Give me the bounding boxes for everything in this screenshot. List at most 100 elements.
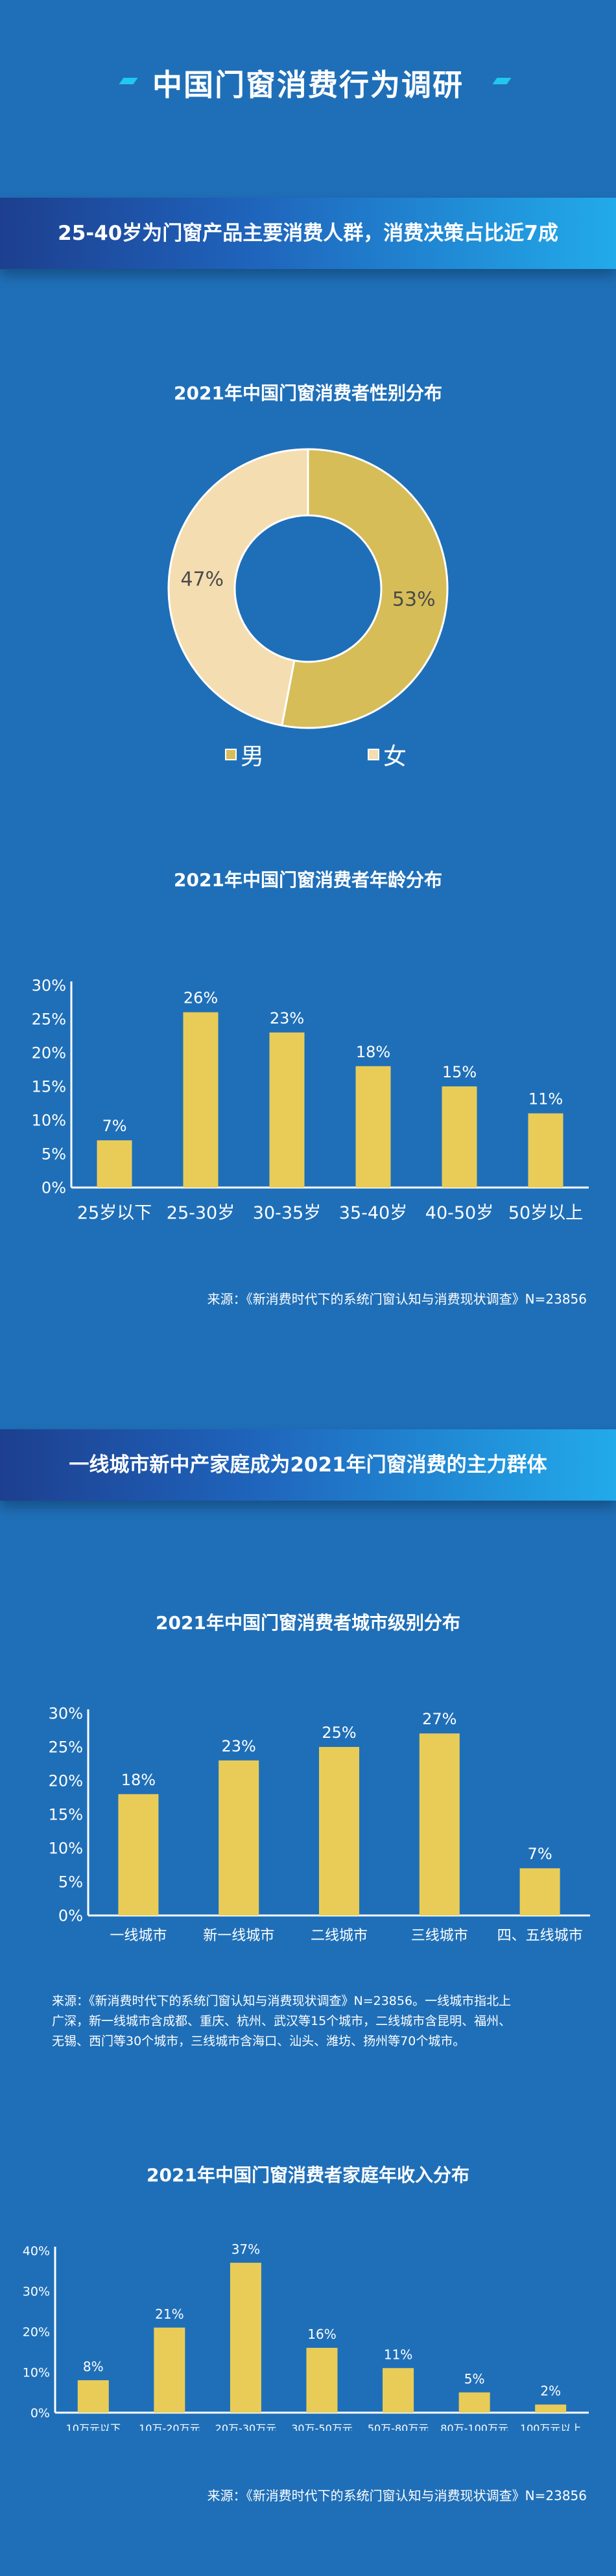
city-chart-note-line-2: 广深，新一线城市含成都、重庆、杭州、武汉等15个城市，二线城市含昆明、福州、 [52, 2014, 512, 2028]
age-chart-source: 来源：《新消费时代下的系统门窗认知与消费现状调查》N=23856 [207, 1291, 587, 1307]
age-category-label: 25岁以下 [77, 1203, 152, 1223]
city-bar [118, 1794, 159, 1915]
income-bar [306, 2348, 338, 2413]
city-bar-chart: 0% 5% 10% 15% 20% 25% 30% 18% 一线城市 23% 新一线城市 25% 二线城… [49, 1705, 590, 1944]
income-y-tick: 0% [30, 2406, 50, 2420]
city-chart-note-line-1: 来源：《新消费时代下的系统门窗认知与消费现状调查》N=23856。一线城市指北上 [52, 1994, 512, 2008]
income-y-tick: 40% [23, 2244, 50, 2258]
city-bar [219, 1760, 259, 1915]
section-banner-age-text: 25-40岁为门窗产品主要消费人群，消费决策占比近7成 [58, 222, 558, 245]
donut-slices: 53% 47% [167, 448, 449, 729]
city-value-label: 27% [422, 1710, 456, 1728]
age-value-label: 7% [102, 1117, 126, 1135]
income-y-tick: 30% [23, 2284, 50, 2299]
income-bar [383, 2368, 414, 2413]
age-bar [442, 1086, 477, 1188]
age-y-tick: 10% [32, 1112, 66, 1130]
age-category-label: 35-40岁 [339, 1203, 407, 1223]
income-value-label: 2% [540, 2383, 561, 2399]
age-category-label: 30-35岁 [253, 1203, 321, 1223]
city-category-label: 三线城市 [411, 1928, 468, 1944]
income-bar [230, 2262, 261, 2413]
income-value-label: 5% [464, 2371, 485, 2387]
age-y-tick: 30% [32, 977, 66, 995]
income-chart-source: 来源：《新消费时代下的系统门窗认知与消费现状调查》N=23856 [207, 2488, 587, 2503]
age-category-label: 50岁以上 [508, 1203, 583, 1223]
donut-slice-male [280, 448, 449, 729]
age-y-tick: 25% [32, 1011, 66, 1029]
age-value-label: 15% [442, 1063, 477, 1081]
age-value-label: 23% [270, 1009, 304, 1027]
income-y-tick: 20% [23, 2325, 50, 2339]
section-banner-city: 一线城市新中产家庭成为2021年门窗消费的主力群体 [0, 1429, 616, 1501]
income-bar [154, 2327, 185, 2413]
city-category-label: 新一线城市 [203, 1928, 274, 1944]
age-y-tick: 20% [32, 1044, 66, 1062]
age-bar [97, 1140, 132, 1188]
income-bar [77, 2380, 109, 2413]
city-value-label: 18% [121, 1771, 156, 1789]
income-value-label: 8% [83, 2359, 104, 2374]
age-value-label: 11% [528, 1090, 563, 1108]
income-y-tick: 10% [23, 2365, 50, 2380]
city-y-tick: 15% [49, 1806, 83, 1824]
income-value-label: 16% [307, 2326, 336, 2342]
age-category-label: 25-30岁 [167, 1203, 235, 1223]
city-bar [319, 1747, 359, 1915]
legend-label-male: 男 [241, 744, 265, 770]
city-y-tick: 5% [58, 1873, 83, 1891]
gender-donut-chart: 53% 47% [167, 448, 449, 729]
income-chart-title: 2021年中国门窗消费者家庭年收入分布 [147, 2164, 469, 2186]
age-category-label: 40-50岁 [425, 1203, 493, 1223]
page-title: 中国门窗消费行为调研 [152, 67, 464, 102]
income-value-label: 37% [231, 2242, 260, 2257]
income-category-label: 30万-50万元 [291, 2422, 353, 2431]
city-value-label: 25% [322, 1724, 356, 1742]
donut-slice-female [167, 448, 309, 727]
income-category-label: 10万元以下 [66, 2422, 121, 2431]
income-bar [535, 2404, 567, 2413]
city-bar [419, 1733, 460, 1915]
city-category-label: 一线城市 [110, 1928, 167, 1944]
donut-slice-male-label: 53% [392, 588, 436, 611]
income-value-label: 11% [384, 2347, 412, 2362]
city-y-tick: 20% [49, 1772, 83, 1790]
city-chart-title: 2021年中国门窗消费者城市级别分布 [156, 1612, 460, 1633]
city-value-label: 23% [222, 1737, 256, 1755]
age-value-label: 26% [184, 989, 218, 1007]
age-y-tick: 0% [41, 1179, 66, 1197]
city-y-tick: 10% [49, 1840, 83, 1858]
city-value-label: 7% [528, 1845, 552, 1863]
age-bar [355, 1066, 391, 1188]
city-y-tick: 30% [49, 1705, 83, 1723]
donut-slice-female-label: 47% [180, 568, 224, 591]
age-bar [183, 1012, 219, 1188]
legend-label-female: 女 [383, 744, 407, 770]
age-bar [269, 1032, 305, 1188]
age-bar-chart: 0% 5% 10% 15% 20% 25% 30% 7% 25岁以下 26% 25-30岁 23% 30… [32, 977, 589, 1223]
city-y-tick: 25% [49, 1739, 83, 1757]
legend-swatch-male [225, 749, 237, 760]
age-chart-title: 2021年中国门窗消费者年龄分布 [174, 869, 442, 891]
city-chart-note-line-3: 无锡、西门等30个城市，三线城市含海口、汕头、潍坊、扬州等70个城市。 [52, 2034, 466, 2048]
income-category-label: 20万-30万元 [215, 2422, 277, 2431]
gender-chart-title: 2021年中国门窗消费者性别分布 [174, 382, 442, 404]
income-bar-chart: 0% 10% 20% 30% 40% 8% 10万元以下 21% 10万-20万元 37% 20万-… [23, 2242, 589, 2431]
city-category-label: 二线城市 [311, 1928, 368, 1944]
income-category-label: 50万-80万元 [368, 2422, 429, 2431]
income-category-label: 10万-20万元 [139, 2422, 200, 2431]
city-category-label: 四、五线城市 [497, 1928, 583, 1944]
age-value-label: 18% [356, 1043, 390, 1061]
income-category-label: 100万元以上 [520, 2422, 582, 2431]
section-banner-age: 25-40岁为门窗产品主要消费人群，消费决策占比近7成 [0, 198, 616, 269]
income-value-label: 21% [155, 2306, 184, 2322]
income-bar [458, 2392, 490, 2413]
city-chart-note: 来源：《新消费时代下的系统门窗认知与消费现状调查》N=23856。一线城市指北上… [52, 1991, 590, 2052]
city-bar [519, 1868, 560, 1915]
age-bar [528, 1113, 563, 1188]
city-y-tick: 0% [58, 1907, 83, 1925]
section-banner-city-text: 一线城市新中产家庭成为2021年门窗消费的主力群体 [69, 1453, 547, 1477]
legend-swatch-female [368, 749, 379, 760]
income-category-label: 80万-100万元 [440, 2422, 508, 2431]
age-y-tick: 15% [32, 1078, 66, 1096]
